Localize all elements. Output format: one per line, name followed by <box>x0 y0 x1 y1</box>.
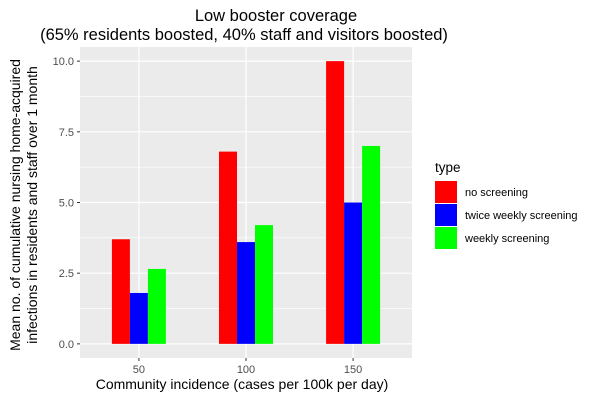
legend: type no screening twice weekly screening w… <box>435 160 578 249</box>
bar-no-screening-150 <box>326 61 345 344</box>
x-tick-label: 100 <box>237 364 255 376</box>
legend-key-twice-weekly-screening <box>435 204 457 226</box>
y-axis-title-line-2: infections in residents and staff over 1… <box>24 66 40 344</box>
chart-title-line-1: Low booster coverage <box>195 7 357 25</box>
legend-items: no screening twice weekly screening weekly… <box>435 181 578 249</box>
bar-weekly-screening-150 <box>362 145 381 344</box>
bar-twice-weekly-screening-100 <box>237 242 255 344</box>
bar-no-screening-50 <box>111 239 130 344</box>
x-tick-label: 50 <box>133 364 145 376</box>
bar-twice-weekly-screening-50 <box>129 292 148 344</box>
legend-label-no-screening: no screening <box>465 187 528 199</box>
x-tick-label: 150 <box>344 364 362 376</box>
legend-key-no-screening <box>435 181 457 203</box>
y-axis-ticks: 0.0 2.5 5.0 7.5 10.0 <box>53 56 80 351</box>
legend-label-weekly-screening: weekly screening <box>464 233 549 245</box>
legend-title: type <box>435 160 461 175</box>
y-tick-label: 0.0 <box>59 339 74 351</box>
x-axis-ticks: 50 100 150 <box>133 358 362 376</box>
y-axis-title-line-1: Mean no. of cumulative nursing home-acqu… <box>7 59 23 351</box>
bar-weekly-screening-50 <box>147 268 166 344</box>
y-tick-label: 10.0 <box>53 56 74 68</box>
legend-label-twice-weekly-screening: twice weekly screening <box>465 210 578 222</box>
y-tick-label: 5.0 <box>59 198 74 210</box>
y-tick-label: 7.5 <box>59 127 74 139</box>
bar-twice-weekly-screening-150 <box>344 202 363 344</box>
bar-no-screening-100 <box>219 151 237 344</box>
bars <box>111 61 381 344</box>
bar-weekly-screening-100 <box>255 225 273 344</box>
y-tick-label: 2.5 <box>59 268 74 280</box>
x-axis-title: Community incidence (cases per 100k per … <box>96 376 389 392</box>
legend-key-weekly-screening <box>435 227 457 249</box>
chart-title-line-2: (65% residents boosted, 40% staff and vi… <box>40 26 448 44</box>
